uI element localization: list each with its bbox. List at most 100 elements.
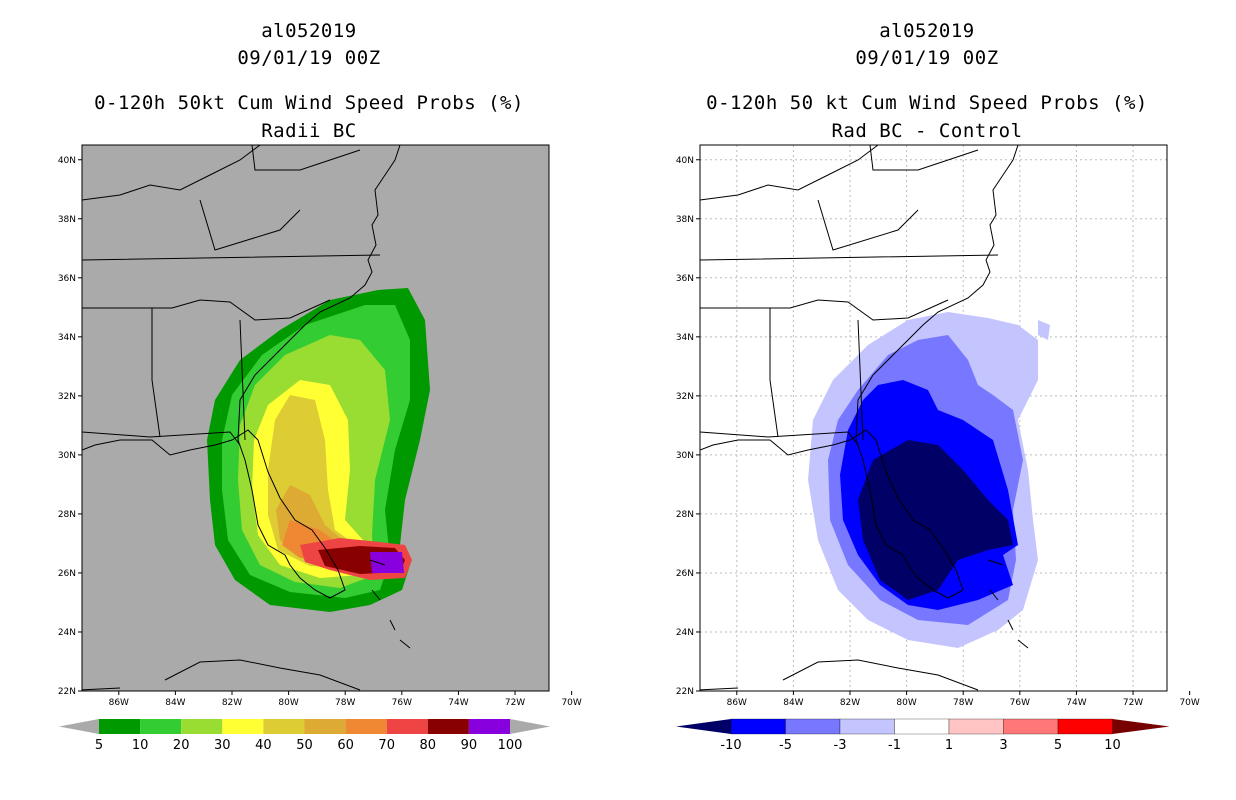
left-colorbar-label: 40 — [255, 738, 272, 753]
left-lat-label: 26N — [58, 569, 76, 579]
right-map: 40N 38N 36N 34N 32N 30N 28N 26N 24N 22N 86W 84W 82W… — [676, 144, 1200, 753]
right-colorbar-swatch — [948, 718, 1004, 735]
left-colorbar-swatch — [181, 719, 223, 734]
right-colorbar-label: -1 — [888, 738, 901, 753]
left-lon-labels: 86W 84W 82W 80W 78W 76W 74W 72W 70W — [109, 691, 582, 708]
left-lat-label: 38N — [58, 215, 76, 225]
left-colorbar-label: 60 — [337, 738, 354, 753]
left-subtitle: Radii BC — [261, 120, 357, 142]
right-lat-label: 24N — [676, 628, 694, 638]
left-colorbar-swatch — [468, 719, 510, 734]
left-lat-label: 32N — [58, 392, 76, 402]
right-lon-label: 74W — [1066, 698, 1086, 708]
right-subtitle: Rad BC - Control — [831, 120, 1023, 142]
left-probability-field — [207, 288, 430, 612]
right-lon-label: 82W — [840, 698, 860, 708]
left-lat-labels: 40N 38N 36N 34N 32N 30N 28N 26N 24N 22N — [58, 156, 82, 697]
left-colorbar-swatch — [386, 719, 428, 734]
left-colorbar-label: 5 — [95, 738, 103, 753]
left-colorbar-label: 90 — [461, 738, 478, 753]
right-storm-id: al052019 — [879, 20, 975, 42]
left-lon-label: 74W — [448, 698, 468, 708]
right-lon-label: 78W — [953, 698, 973, 708]
right-colorbar-label: 3 — [999, 738, 1007, 753]
right-title: 0-120h 50 kt Cum Wind Speed Probs (%) — [706, 92, 1148, 114]
left-title: 0-120h 50kt Cum Wind Speed Probs (%) — [94, 92, 524, 114]
left-colorbar-swatch — [263, 719, 305, 734]
left-colorbar-swatch — [304, 719, 346, 734]
left-colorbar-swatch — [222, 719, 264, 734]
right-colorbar-swatch — [1057, 718, 1113, 735]
right-lon-label: 70W — [1179, 698, 1199, 708]
right-lat-label: 34N — [676, 333, 694, 343]
left-colorbar-arrow-low — [59, 719, 99, 734]
right-map-frame — [699, 144, 1168, 692]
left-lat-label: 34N — [58, 333, 76, 343]
right-colorbar-swatch — [1003, 718, 1059, 735]
left-map-frame — [81, 144, 550, 692]
right-lat-label: 22N — [676, 687, 694, 697]
right-colorbar-arrow-low — [676, 719, 731, 734]
right-lat-labels: 40N 38N 36N 34N 32N 30N 28N 26N 24N 22N — [676, 156, 700, 697]
right-lat-label: 40N — [676, 156, 694, 166]
left-colorbar-swatch — [140, 719, 182, 734]
left-colorbar-label: 10 — [132, 738, 149, 753]
right-lon-label: 86W — [727, 698, 747, 708]
left-colorbar-label: 70 — [378, 738, 395, 753]
right-lon-label: 76W — [1010, 698, 1030, 708]
right-colorbar-swatch — [730, 718, 786, 735]
right-lat-label: 30N — [676, 451, 694, 461]
left-lon-label: 76W — [392, 698, 412, 708]
right-colorbar-swatch — [894, 718, 950, 735]
right-lat-label: 38N — [676, 215, 694, 225]
left-lon-label: 84W — [165, 698, 185, 708]
left-lat-label: 22N — [58, 687, 76, 697]
right-colorbar-label: -3 — [834, 738, 847, 753]
left-lon-label: 72W — [505, 698, 525, 708]
right-lon-label: 72W — [1123, 698, 1143, 708]
right-colorbar-label: 10 — [1104, 738, 1121, 753]
right-colorbar-label: 5 — [1054, 738, 1062, 753]
right-lon-label: 84W — [783, 698, 803, 708]
left-storm-id: al052019 — [261, 20, 357, 42]
right-colorbar-swatch — [785, 718, 841, 735]
left-lat-label: 40N — [58, 156, 76, 166]
left-lon-label: 70W — [561, 698, 581, 708]
right-difference-field — [808, 312, 1050, 648]
left-lat-label: 36N — [58, 274, 76, 284]
left-datetime: 09/01/19 00Z — [237, 47, 381, 69]
right-colorbar-label: -10 — [720, 738, 741, 753]
right-colorbar-label: 1 — [945, 738, 953, 753]
right-datetime: 09/01/19 00Z — [855, 47, 999, 69]
left-lat-label: 24N — [58, 628, 76, 638]
left-lon-label: 86W — [109, 698, 129, 708]
left-colorbar-swatch — [345, 719, 387, 734]
left-colorbar-label: 30 — [214, 738, 231, 753]
right-panel: al052019 09/01/19 00Z 0-120h 50 kt Cum W… — [618, 0, 1236, 800]
right-lat-label: 32N — [676, 392, 694, 402]
right-colorbar-label: -5 — [779, 738, 792, 753]
right-map-outlines — [700, 145, 1029, 691]
left-colorbar-swatch — [99, 719, 141, 734]
left-colorbar-arrow-high — [510, 719, 550, 734]
left-lon-label: 82W — [222, 698, 242, 708]
right-colorbar-swatch — [839, 718, 895, 735]
left-lon-label: 80W — [278, 698, 298, 708]
left-colorbar-label: 80 — [420, 738, 437, 753]
right-lon-labels: 86W 84W 82W 80W 78W 76W 74W 72W 70W — [727, 691, 1200, 708]
left-colorbar: 5 10 20 30 40 50 60 70 80 90 100 — [59, 719, 550, 753]
left-panel: al052019 09/01/19 00Z 0-120h 50kt Cum Wi… — [58, 20, 582, 753]
left-colorbar-label: 20 — [173, 738, 190, 753]
right-lon-label: 80W — [896, 698, 916, 708]
left-lon-label: 78W — [335, 698, 355, 708]
left-lat-label: 30N — [58, 451, 76, 461]
right-lat-label: 28N — [676, 510, 694, 520]
left-map-outlines — [82, 145, 411, 691]
right-lat-label: 26N — [676, 569, 694, 579]
left-colorbar-label: 100 — [498, 738, 523, 753]
right-lat-label: 36N — [676, 274, 694, 284]
right-colorbar-arrow-high — [1112, 719, 1170, 734]
right-colorbar: -10 -5 -3 -1 1 3 5 10 — [676, 718, 1170, 753]
left-colorbar-swatch — [427, 719, 469, 734]
left-lat-label: 28N — [58, 510, 76, 520]
